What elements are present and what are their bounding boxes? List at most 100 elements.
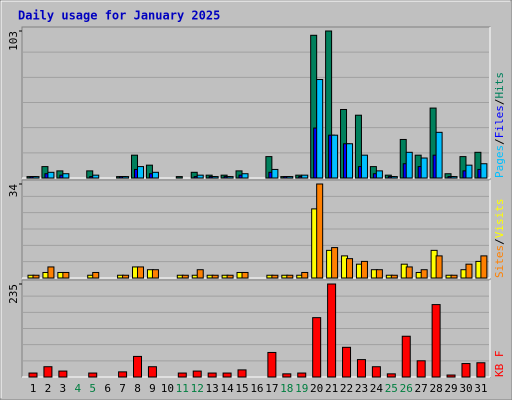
bar: [360, 154, 368, 179]
bar: [401, 335, 411, 378]
x-tick-label: 24: [370, 382, 384, 395]
x-tick-label: 13: [206, 382, 219, 395]
bar: [316, 183, 324, 279]
bar: [461, 363, 471, 378]
bar: [420, 157, 428, 179]
x-tick-label: 21: [325, 382, 338, 395]
x-tick-label: 28: [429, 382, 442, 395]
bar: [371, 366, 381, 378]
bar: [431, 304, 441, 378]
bar: [286, 176, 294, 179]
bar: [58, 370, 68, 378]
bar: [360, 260, 368, 279]
bar: [122, 176, 130, 179]
bar: [450, 176, 458, 179]
bar: [297, 372, 307, 378]
legend-entry: Sites: [493, 245, 506, 278]
bar: [286, 274, 294, 279]
bar: [435, 255, 443, 279]
bar: [331, 247, 339, 279]
bar: [62, 271, 70, 279]
bar: [331, 134, 339, 179]
bar: [480, 255, 488, 279]
bar: [147, 366, 157, 378]
bar: [450, 274, 458, 279]
legend-entry: Visits: [493, 199, 506, 239]
x-tick-label: 5: [89, 382, 96, 395]
x-tick-label: 2: [45, 382, 52, 395]
bar: [226, 274, 234, 279]
bar: [465, 263, 473, 279]
bar: [342, 346, 352, 378]
bar: [181, 274, 189, 279]
bar: [226, 176, 234, 179]
x-tick-label: 16: [250, 382, 263, 395]
bar: [88, 372, 98, 378]
bar: [386, 373, 396, 378]
x-tick-label: 4: [74, 382, 81, 395]
bar: [271, 168, 279, 179]
bar: [267, 351, 277, 378]
bar: [137, 166, 145, 179]
bar: [346, 143, 354, 179]
bar: [151, 269, 159, 279]
x-tick-label: 18: [280, 382, 293, 395]
bar: [151, 171, 159, 179]
x-tick-label: 26: [400, 382, 413, 395]
bar: [476, 362, 486, 378]
legend-separator: /: [493, 238, 506, 245]
legend-entry: Hits: [493, 72, 506, 99]
x-tick-label: 25: [385, 382, 398, 395]
legend-entry: KB F: [493, 351, 506, 378]
bar: [62, 173, 70, 179]
bar: [47, 171, 55, 179]
legend-entry: Pages: [493, 145, 506, 178]
bar: [175, 176, 183, 179]
x-tick-label: 11: [176, 382, 189, 395]
bar: [375, 170, 383, 179]
bar: [32, 176, 40, 179]
bar: [196, 269, 204, 279]
bar: [327, 283, 337, 378]
bar: [241, 271, 249, 279]
bar: [480, 163, 488, 179]
x-tick-label: 31: [474, 382, 487, 395]
bar: [316, 79, 324, 179]
bar: [375, 269, 383, 279]
bar: [301, 174, 309, 179]
x-tick-label: 29: [444, 382, 457, 395]
x-tick-label: 19: [295, 382, 308, 395]
bar: [446, 374, 456, 378]
x-tick-label: 7: [119, 382, 126, 395]
bar: [133, 355, 143, 378]
bar: [405, 151, 413, 179]
bar: [211, 274, 219, 279]
bar: [222, 372, 232, 378]
legend: KB F: [493, 351, 506, 378]
bar: [28, 372, 38, 378]
bar: [390, 176, 398, 179]
bar: [312, 317, 322, 378]
bar: [92, 174, 100, 179]
bar: [47, 266, 55, 279]
bar: [356, 359, 366, 378]
x-tick-label: 6: [104, 382, 111, 395]
bar: [271, 274, 279, 279]
x-tick-label: 22: [340, 382, 353, 395]
bar: [416, 360, 426, 378]
legend-separator: /: [493, 138, 506, 145]
legend-separator: /: [493, 99, 506, 106]
bar: [405, 266, 413, 279]
bar: [211, 176, 219, 179]
bar: [390, 274, 398, 279]
x-tick-label: 14: [220, 382, 234, 395]
y-tick-label: 235: [7, 284, 20, 304]
legend: Pages/Files/Hits: [493, 72, 506, 178]
bar: [122, 274, 130, 279]
bar: [32, 274, 40, 279]
bar: [177, 372, 187, 378]
chart-title: Daily usage for January 2025: [18, 9, 220, 23]
bar: [465, 164, 473, 179]
